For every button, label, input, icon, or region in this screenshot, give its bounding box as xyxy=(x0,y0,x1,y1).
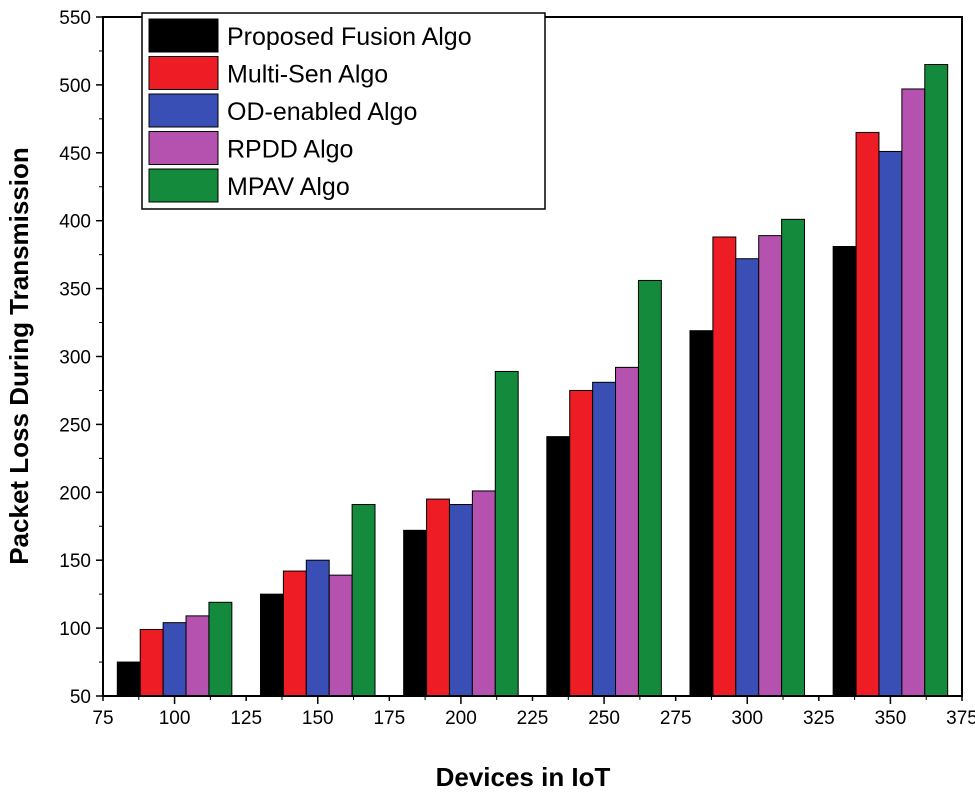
legend-label: Proposed Fusion Algo xyxy=(227,23,472,51)
y-tick-label: 400 xyxy=(59,212,91,233)
bar-rpdd-algo-150 xyxy=(328,574,353,697)
y-axis-title: Packet Loss During Transmission xyxy=(4,147,34,565)
bar-proposed-fusion-algo-150 xyxy=(259,593,284,697)
bar-proposed-fusion-algo-300 xyxy=(689,330,714,697)
y-tick-label: 200 xyxy=(59,483,91,504)
bar-multi-sen-algo-150 xyxy=(282,570,307,697)
bar-proposed-fusion-algo-250 xyxy=(546,436,571,697)
legend-swatch xyxy=(148,18,219,53)
bar-od-enabled-algo-150 xyxy=(305,559,330,697)
bar-mpav-algo-150 xyxy=(351,504,376,697)
x-tick-label: 175 xyxy=(373,708,405,729)
x-tick-label: 200 xyxy=(445,708,477,729)
x-tick-label: 250 xyxy=(588,708,620,729)
bar-rpdd-algo-100 xyxy=(185,615,210,697)
bar-mpav-algo-350 xyxy=(924,64,949,697)
x-axis-title: Devices in IoT xyxy=(436,762,611,792)
bar-multi-sen-algo-200 xyxy=(426,498,450,697)
legend-swatch xyxy=(148,131,219,165)
x-tick-label: 375 xyxy=(946,708,975,729)
bar-mpav-algo-200 xyxy=(494,370,519,697)
bar-od-enabled-algo-200 xyxy=(448,504,473,697)
bar-mpav-algo-300 xyxy=(781,218,806,697)
legend-label: Multi-Sen Algo xyxy=(227,61,388,89)
bar-od-enabled-algo-250 xyxy=(592,381,617,697)
y-tick-label: 250 xyxy=(59,415,91,436)
legend: Proposed Fusion Algo Multi-Sen Algo OD-ena… xyxy=(141,12,546,210)
y-tick-label: 150 xyxy=(59,551,91,572)
x-tick-label: 325 xyxy=(803,708,835,729)
bar-proposed-fusion-algo-100 xyxy=(116,661,141,697)
bar-od-enabled-algo-300 xyxy=(735,258,760,697)
bar-rpdd-algo-250 xyxy=(615,366,639,697)
x-tick-label: 75 xyxy=(92,708,113,729)
bar-rpdd-algo-300 xyxy=(758,235,783,697)
legend-label: RPDD Algo xyxy=(227,136,353,164)
x-tick-label: 150 xyxy=(302,708,334,729)
bar-multi-sen-algo-250 xyxy=(569,389,594,697)
bar-proposed-fusion-algo-350 xyxy=(832,246,857,697)
legend-swatch xyxy=(148,93,219,128)
legend-swatch xyxy=(148,56,219,90)
x-tick-label: 125 xyxy=(230,708,262,729)
y-tick-label: 500 xyxy=(59,76,91,97)
bar-rpdd-algo-200 xyxy=(471,490,496,697)
y-tick-label: 100 xyxy=(59,619,91,640)
bar-od-enabled-algo-100 xyxy=(162,622,187,697)
legend-label: OD-enabled Algo xyxy=(227,98,417,126)
x-tick-label: 275 xyxy=(660,708,692,729)
x-tick-label: 100 xyxy=(159,708,191,729)
y-tick-label: 50 xyxy=(70,687,91,708)
bar-mpav-algo-100 xyxy=(208,601,233,697)
bars-layer xyxy=(116,64,949,697)
bar-multi-sen-algo-100 xyxy=(139,628,164,697)
bar-rpdd-algo-350 xyxy=(901,88,926,697)
legend-swatch xyxy=(148,168,219,203)
y-tick-label: 550 xyxy=(59,8,91,29)
bar-proposed-fusion-algo-200 xyxy=(403,529,428,697)
legend-label: MPAV Algo xyxy=(227,173,350,201)
x-tick-label: 300 xyxy=(731,708,763,729)
bar-multi-sen-algo-350 xyxy=(855,131,880,697)
bar-multi-sen-algo-300 xyxy=(712,236,737,697)
bar-mpav-algo-250 xyxy=(637,279,662,697)
y-tick-label: 300 xyxy=(59,348,91,369)
x-tick-label: 350 xyxy=(875,708,907,729)
y-tick-label: 450 xyxy=(59,144,91,165)
axes-layer: 75 100 125 150 175 200 225 250 275 300 325 350 375 50… xyxy=(59,8,975,729)
y-tick-label: 350 xyxy=(59,280,91,301)
x-tick-label: 225 xyxy=(517,708,549,729)
bar-od-enabled-algo-350 xyxy=(878,150,903,697)
